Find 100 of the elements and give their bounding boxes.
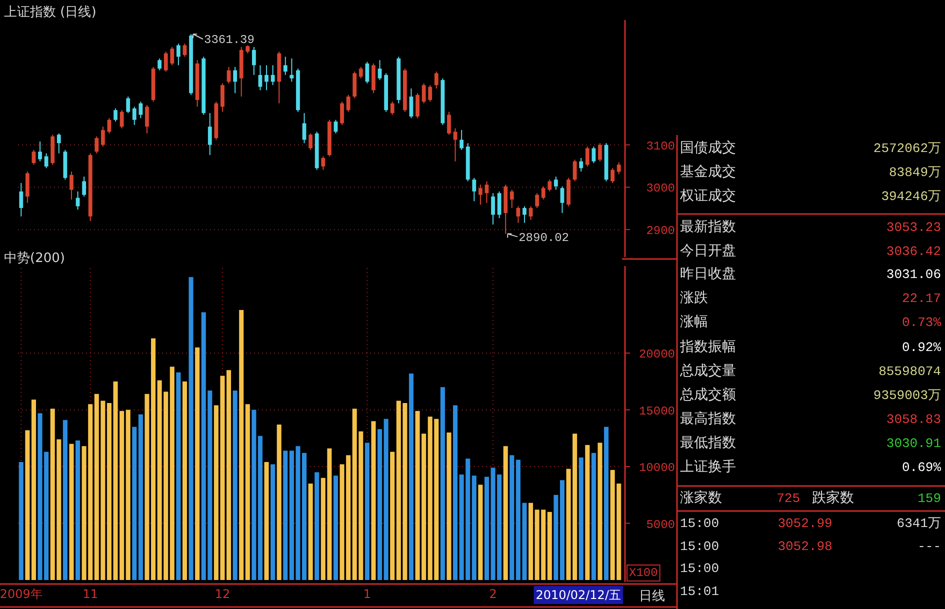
text: --- — [918, 539, 941, 554]
candlestick — [258, 64, 262, 91]
text: 涨跌 — [680, 290, 708, 306]
text: 2010/02/12/五 — [536, 588, 621, 602]
text: 3058.83 — [886, 412, 941, 427]
bar — [25, 430, 30, 580]
bar — [578, 457, 584, 580]
candlestick — [422, 82, 426, 104]
bar — [132, 426, 137, 580]
text: 日线 — [639, 589, 665, 604]
candlestick — [352, 71, 357, 99]
bar — [69, 444, 74, 580]
bar — [170, 366, 174, 580]
candlestick — [138, 101, 143, 119]
bar — [446, 432, 452, 580]
candlestick — [164, 51, 168, 72]
candlestick — [290, 58, 294, 82]
candlestick — [82, 176, 86, 198]
text: 3036.42 — [886, 244, 941, 259]
candlestick — [346, 94, 350, 112]
y-tick-label: 3100 — [646, 139, 675, 154]
candlestick — [528, 206, 533, 220]
candlestick — [453, 128, 458, 162]
text: 0.69% — [902, 460, 942, 475]
bar — [226, 370, 232, 580]
text: 15:00 — [680, 539, 720, 554]
candlestick — [158, 58, 162, 71]
y-tick-label: 5000 — [646, 518, 675, 532]
text: 基金成交 — [680, 164, 736, 180]
candlestick — [522, 206, 526, 224]
text: 总成交额 — [679, 387, 736, 403]
candlestick — [321, 156, 326, 170]
bar — [283, 450, 288, 580]
bar — [62, 420, 68, 580]
candlestick — [264, 64, 268, 91]
bar — [384, 418, 388, 580]
text: 权证成交 — [679, 188, 736, 204]
candlestick — [132, 106, 136, 126]
candlestick — [340, 101, 344, 126]
bar — [591, 452, 596, 580]
candlestick — [616, 162, 621, 175]
candlestick — [94, 136, 99, 154]
candlestick — [497, 190, 502, 219]
bar — [31, 400, 36, 580]
text: 0.73% — [902, 315, 942, 330]
bar — [378, 429, 382, 580]
text: 159 — [918, 491, 941, 506]
bar — [308, 484, 313, 580]
bar — [188, 277, 194, 580]
candlestick — [25, 171, 30, 204]
x-tick-label: 12 — [214, 587, 230, 601]
bar — [126, 410, 130, 580]
text: 上证换手 — [680, 459, 736, 475]
bar — [239, 310, 244, 580]
candlestick — [176, 43, 180, 66]
text: 最高指数 — [680, 411, 736, 427]
candlestick — [283, 56, 288, 76]
candlestick — [70, 171, 74, 200]
bar — [390, 452, 395, 580]
candlestick — [560, 186, 564, 214]
bar — [144, 394, 150, 580]
text: 跌家数 — [812, 490, 854, 506]
candlestick — [472, 177, 476, 202]
bar — [478, 484, 483, 580]
annotation: 3361.39 — [204, 33, 254, 48]
candlestick — [38, 140, 42, 162]
candlestick — [478, 184, 482, 206]
text: 0.92% — [902, 340, 942, 355]
bar — [371, 421, 376, 580]
candlestick — [56, 132, 61, 154]
candlestick — [302, 112, 306, 144]
candlestick — [208, 112, 212, 156]
x-tick-label: 2 — [489, 587, 497, 601]
candlestick — [510, 189, 514, 208]
text: 国债成交 — [680, 140, 736, 156]
text: 今日开盘 — [680, 243, 736, 259]
candlestick — [416, 92, 420, 119]
bar — [258, 436, 262, 580]
text: 6341万 — [896, 516, 941, 531]
bar — [276, 424, 282, 580]
candlestick — [120, 110, 124, 129]
bar — [182, 381, 187, 580]
text: 2572062万 — [873, 141, 941, 156]
candlestick — [145, 104, 149, 134]
candlestick — [484, 180, 489, 204]
candlestick — [358, 66, 363, 79]
y-axis-title: X100 — [629, 566, 658, 580]
candlestick — [598, 142, 602, 162]
bar — [440, 387, 445, 580]
y-tick-label: 10000 — [638, 461, 675, 476]
text: 涨家数 — [680, 490, 722, 506]
bar — [484, 476, 489, 580]
bar — [18, 462, 24, 580]
text: 85598074 — [878, 364, 942, 379]
candlestick — [126, 96, 130, 114]
y-tick-label: 3000 — [646, 182, 675, 196]
candlestick — [365, 61, 370, 84]
candlestick — [19, 182, 24, 217]
bar — [472, 476, 476, 580]
text: 总成交量 — [679, 363, 736, 379]
